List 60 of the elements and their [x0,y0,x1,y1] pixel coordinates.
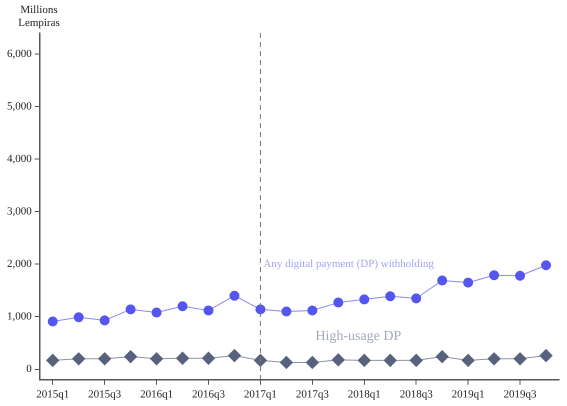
point [437,275,448,286]
point [46,354,60,367]
x-tick-label: 2019q3 [504,388,538,400]
point [228,349,241,362]
point [124,350,138,364]
point [411,293,422,304]
x-tick-label: 2019q1 [452,388,485,400]
point [514,352,527,366]
x-tick-label: 2017q1 [244,388,277,400]
y-tick-label: 0 [26,363,32,376]
x-tick-label: 2018q3 [400,388,434,400]
point [152,308,162,318]
point [489,270,500,280]
x-tick-label: 2015q1 [36,388,70,400]
point [462,354,475,367]
point [72,352,86,366]
point [255,304,266,314]
point [306,356,319,369]
point [540,349,553,362]
point [410,354,423,367]
point [126,304,136,314]
point [384,354,397,367]
point [178,301,188,312]
point [281,306,292,316]
point [541,260,552,270]
annotation: Any digital payment (DP) withholding [263,258,434,270]
point [463,278,474,288]
x-tick-label: 2016q1 [140,388,174,400]
point [48,316,58,326]
x-tick-label: 2015q3 [88,388,122,400]
point [176,352,190,365]
x-tick-label: 2018q1 [348,388,381,400]
y-tick-label: 3,000 [7,206,32,218]
point [98,352,112,366]
x-tick-label: 2017q3 [296,388,330,400]
x-tick-label: 2016q3 [192,388,226,400]
point [150,352,164,366]
point [229,290,240,301]
point [202,352,216,365]
point [307,305,318,316]
point [254,354,267,367]
y-tick-label: 4,000 [7,153,32,165]
point [100,315,110,326]
point [332,353,345,366]
point [358,354,371,367]
y-tick-label: 5,000 [7,100,32,112]
y-tick-label: 1,000 [7,310,32,323]
point [436,350,449,364]
point [515,270,526,281]
y-axis-title: Millions Lempiras [17,4,61,30]
point [385,291,396,302]
point [204,305,214,316]
point [280,356,293,369]
y-tick-label: 6,000 [7,48,32,60]
point [488,352,501,366]
y-tick-label: 2,000 [7,258,32,270]
point [74,312,84,322]
point [359,294,370,304]
point [333,298,344,308]
annotation: High-usage DP [315,329,402,344]
